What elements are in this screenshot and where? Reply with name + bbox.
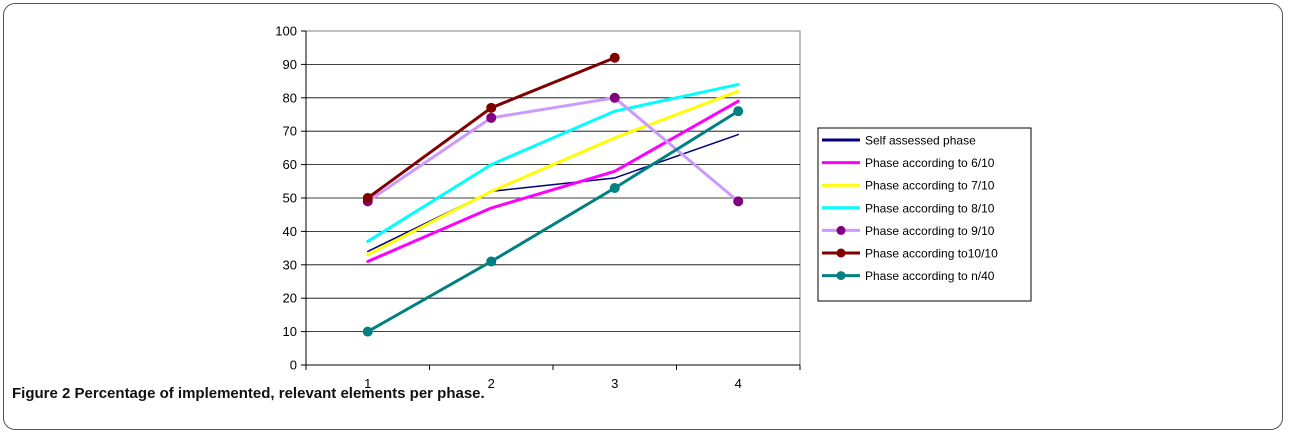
y-tick-label: 20 bbox=[283, 291, 297, 306]
y-tick-label: 100 bbox=[275, 24, 297, 39]
series-point-5 bbox=[609, 92, 620, 103]
figure-caption-text: Percentage of implemented, relevant elem… bbox=[74, 385, 485, 402]
series-line-2 bbox=[366, 99, 740, 263]
legend-marker-7 bbox=[836, 271, 846, 281]
x-tick-label: 3 bbox=[611, 376, 618, 391]
legend-label-6: Phase according to10/10 bbox=[865, 247, 998, 261]
legend-marker-6 bbox=[836, 248, 846, 258]
y-tick-label: 50 bbox=[283, 191, 297, 206]
series-point-7 bbox=[733, 106, 744, 117]
figure-frame bbox=[3, 3, 1283, 430]
series-line-7 bbox=[366, 109, 740, 334]
y-tick-label: 80 bbox=[283, 90, 297, 105]
figure-caption: Figure 2 Percentage of implemented, rele… bbox=[12, 385, 485, 402]
series-line-4 bbox=[366, 82, 740, 243]
legend-label-5: Phase according to 9/10 bbox=[865, 224, 995, 238]
legend-label-4: Phase according to 8/10 bbox=[865, 201, 995, 215]
y-tick-label: 70 bbox=[283, 124, 297, 139]
series-point-5 bbox=[486, 112, 497, 123]
series-point-5 bbox=[733, 196, 744, 207]
figure-label: Figure 2 bbox=[12, 385, 71, 402]
series-point-6 bbox=[362, 193, 373, 203]
series-point-7 bbox=[609, 182, 620, 193]
legend-box bbox=[817, 127, 1032, 302]
x-tick-label: 1 bbox=[364, 376, 371, 391]
y-tick-label: 90 bbox=[283, 57, 297, 72]
legend-label-2: Phase according to 6/10 bbox=[865, 156, 995, 170]
series-point-6 bbox=[486, 102, 497, 113]
y-tick-label: 60 bbox=[283, 157, 297, 172]
series-line-3 bbox=[366, 89, 740, 257]
x-tick-label: 2 bbox=[488, 376, 495, 391]
legend-marker-5 bbox=[836, 225, 846, 235]
y-tick-label: 0 bbox=[290, 358, 297, 373]
y-tick-label: 10 bbox=[283, 324, 297, 339]
legend-label-3: Phase according to 7/10 bbox=[865, 179, 995, 193]
x-tick-label: 4 bbox=[735, 376, 742, 391]
y-tick-label: 30 bbox=[283, 257, 297, 272]
series-point-7 bbox=[486, 256, 497, 267]
legend-label-1: Self assessed phase bbox=[865, 134, 976, 148]
series-point-6 bbox=[609, 52, 620, 63]
legend-label-7: Phase according to n/40 bbox=[865, 269, 995, 283]
series-point-7 bbox=[362, 326, 373, 337]
y-tick-label: 40 bbox=[283, 224, 297, 239]
